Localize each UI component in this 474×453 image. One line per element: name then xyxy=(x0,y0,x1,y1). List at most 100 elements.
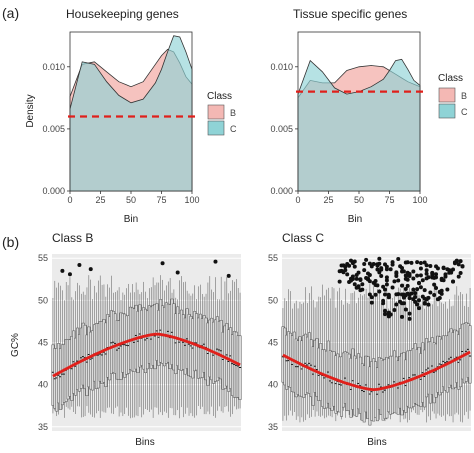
outlier-point xyxy=(407,311,412,316)
y-tick-label: 35 xyxy=(38,422,48,432)
outlier-point xyxy=(430,270,435,275)
outlier-point xyxy=(352,282,357,287)
outlier-point xyxy=(441,278,446,283)
outlier-point xyxy=(160,261,165,266)
outlier-point xyxy=(434,272,439,277)
outlier-point xyxy=(381,298,386,303)
legend: Class B C xyxy=(438,73,468,119)
outlier-point xyxy=(384,278,389,283)
outlier-point xyxy=(400,265,405,270)
outlier-point xyxy=(337,279,342,284)
outlier-point xyxy=(388,267,393,272)
outlier-point xyxy=(350,274,355,279)
outlier-point xyxy=(418,261,423,266)
outlier-point xyxy=(396,292,401,297)
class-c-boxplot: Class C 35 40 45 50 55 Bins xyxy=(268,231,472,448)
y-tick-label: 0.010 xyxy=(270,62,293,72)
outlier-point xyxy=(383,308,388,313)
outlier-point xyxy=(400,314,405,319)
outlier-point xyxy=(356,270,361,275)
outlier-point xyxy=(426,302,431,307)
legend: Class B C xyxy=(207,91,237,136)
legend-label-c: C xyxy=(461,107,468,117)
outlier-point xyxy=(390,262,395,267)
outlier-point xyxy=(384,282,389,287)
plot-area: 35 40 45 50 55 xyxy=(268,253,472,432)
x-axis-label: Bin xyxy=(348,214,362,225)
chart-title: Tissue specific genes xyxy=(293,7,407,21)
chart-title: Class C xyxy=(282,231,324,245)
chart-title: Class B xyxy=(52,231,93,245)
outlier-point xyxy=(213,259,218,264)
outlier-point xyxy=(367,279,372,284)
outlier-point xyxy=(77,262,82,267)
legend-swatch-c xyxy=(438,103,456,119)
outlier-point xyxy=(394,302,399,307)
legend-label-b: B xyxy=(230,108,236,118)
outlier-point xyxy=(413,295,418,300)
outlier-point xyxy=(379,267,384,272)
outlier-point xyxy=(369,295,374,300)
outlier-point xyxy=(375,267,380,272)
x-tick-label: 0 xyxy=(67,195,72,205)
outlier-point xyxy=(343,268,348,273)
outlier-point xyxy=(352,259,357,264)
outlier-point xyxy=(424,268,429,273)
outlier-point xyxy=(424,271,429,276)
outlier-point xyxy=(345,272,350,277)
outlier-point xyxy=(373,292,378,297)
y-tick-label: 35 xyxy=(268,422,278,432)
x-axis-label: Bin xyxy=(124,214,138,225)
outlier-point xyxy=(415,260,420,265)
outlier-point xyxy=(417,306,422,311)
outlier-point xyxy=(439,291,444,296)
panel-label-b: (b) xyxy=(2,234,19,250)
outlier-point xyxy=(390,285,395,290)
density-area-c xyxy=(297,58,421,192)
density-area-c xyxy=(69,35,193,192)
y-tick-label: 40 xyxy=(38,380,48,390)
outlier-point xyxy=(417,281,422,286)
outlier-point xyxy=(426,275,431,280)
x-tick-label: 75 xyxy=(384,195,394,205)
outlier-point xyxy=(451,279,456,284)
outlier-point xyxy=(362,262,367,267)
outlier-point xyxy=(60,268,65,273)
outlier-point xyxy=(343,264,348,269)
outlier-point xyxy=(411,287,416,292)
outlier-point xyxy=(175,270,180,275)
x-tick-label: 0 xyxy=(295,195,300,205)
outlier-point xyxy=(405,260,410,265)
outlier-point xyxy=(434,275,439,280)
outlier-point xyxy=(226,273,231,278)
outlier-point xyxy=(88,267,93,272)
y-tick-label: 55 xyxy=(268,253,278,263)
outlier-point xyxy=(439,288,444,293)
outlier-point xyxy=(347,263,352,268)
outlier-point xyxy=(367,272,372,277)
plot-area: 0 25 50 75 100 0.000 0.005 0.010 xyxy=(42,31,200,205)
trend-line xyxy=(282,350,471,392)
outlier-point xyxy=(364,257,369,262)
y-tick-label: 45 xyxy=(268,338,278,348)
outlier-point xyxy=(360,287,365,292)
legend-swatch-b xyxy=(438,87,456,103)
outlier-point xyxy=(418,285,423,290)
outlier-point xyxy=(460,264,465,269)
outlier-point xyxy=(362,268,367,273)
outlier-point xyxy=(392,307,397,312)
outlier-point xyxy=(358,277,363,282)
outlier-point xyxy=(428,290,433,295)
outlier-point xyxy=(422,288,427,293)
outlier-point xyxy=(383,287,388,292)
outlier-point xyxy=(418,273,423,278)
outlier-point xyxy=(381,284,386,289)
x-tick-label: 50 xyxy=(126,195,136,205)
outlier-point xyxy=(428,264,433,269)
outlier-point xyxy=(426,295,431,300)
outlier-point xyxy=(386,292,391,297)
outlier-point xyxy=(407,316,412,321)
legend-swatch-c xyxy=(207,120,225,136)
outlier-point xyxy=(383,292,388,297)
outlier-point xyxy=(369,300,374,305)
